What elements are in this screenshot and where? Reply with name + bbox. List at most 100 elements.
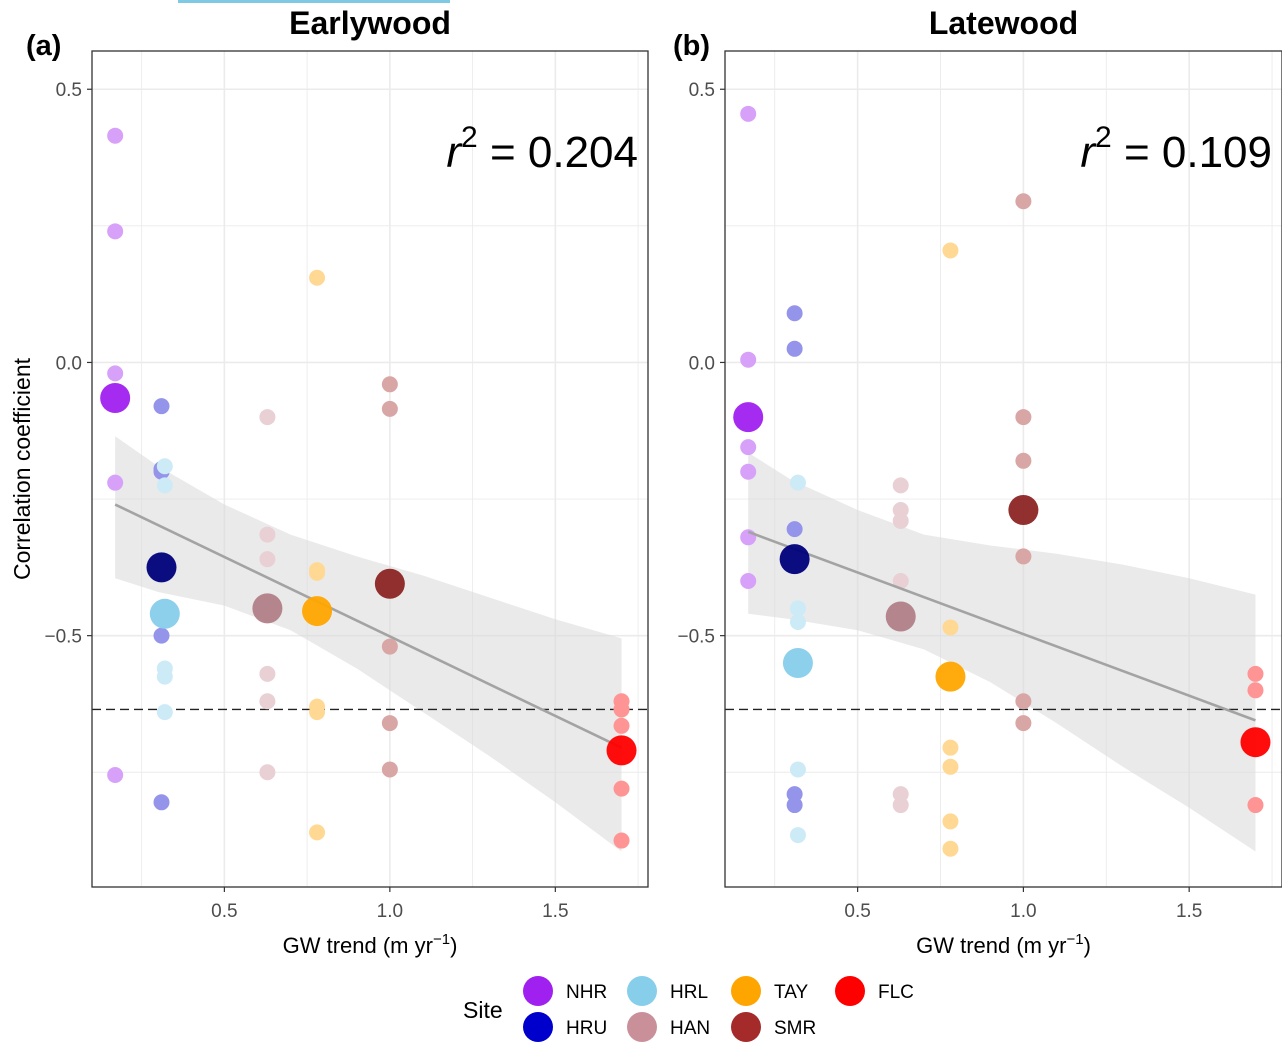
mean-point-nhr xyxy=(733,402,764,433)
y-tick-label: −0.5 xyxy=(677,627,715,648)
point-hrl xyxy=(789,600,806,617)
legend-key-tay xyxy=(731,976,761,1006)
point-han xyxy=(259,409,276,426)
point-han xyxy=(892,477,909,494)
panel-label: (b) xyxy=(673,30,710,62)
point-hrl xyxy=(156,458,173,475)
point-flc xyxy=(1247,797,1264,814)
point-smr xyxy=(1015,409,1032,426)
point-tay xyxy=(309,824,326,841)
panel-title: Latewood xyxy=(929,5,1078,41)
x-axis-label: GW trend (m yr−1) xyxy=(283,931,458,958)
point-han xyxy=(892,797,909,814)
point-hru xyxy=(153,398,170,415)
legend-label-flc: FLC xyxy=(878,982,914,1003)
point-nhr xyxy=(740,351,757,368)
point-tay xyxy=(942,758,959,775)
point-hru xyxy=(153,794,170,811)
point-hrl xyxy=(789,613,806,630)
point-smr xyxy=(381,376,398,393)
regression-line xyxy=(114,503,623,749)
y-tick-label: 0.0 xyxy=(56,353,82,374)
point-hrl xyxy=(789,761,806,778)
point-hru xyxy=(786,340,803,357)
point-hrl xyxy=(156,477,173,494)
point-hrl xyxy=(789,474,806,491)
y-tick-label: 0.5 xyxy=(56,80,82,101)
panel-latewood: 0.5 1.0 1.5 −0.5 0.0 0.5 GW trend (m yr−1) Late… xyxy=(673,5,1282,958)
point-hrl xyxy=(156,668,173,685)
y-axis-label: Correlation coefficient xyxy=(9,357,35,580)
point-smr xyxy=(381,715,398,732)
point-hru xyxy=(786,305,803,322)
mean-point-hrl xyxy=(149,598,180,629)
decorative-strip xyxy=(178,0,450,3)
point-tay xyxy=(942,739,959,756)
mean-point-hru xyxy=(779,544,810,575)
point-tay xyxy=(309,704,326,721)
point-flc xyxy=(613,701,630,718)
legend-label-hru: HRU xyxy=(566,1018,607,1039)
point-flc xyxy=(1247,665,1264,682)
confidence-band xyxy=(115,436,622,852)
mean-point-flc xyxy=(606,735,637,766)
y-tick-label: 0.5 xyxy=(689,80,715,101)
legend-label-smr: SMR xyxy=(774,1018,816,1039)
legend-label-tay: TAY xyxy=(774,982,808,1003)
panel-border xyxy=(91,50,649,888)
point-han xyxy=(259,551,276,568)
point-flc xyxy=(613,717,630,734)
point-nhr xyxy=(740,529,757,546)
point-tay xyxy=(942,242,959,259)
mean-point-smr xyxy=(374,568,405,599)
point-smr xyxy=(381,638,398,655)
point-smr xyxy=(1015,693,1032,710)
point-smr xyxy=(381,400,398,417)
x-tick-label: 1.5 xyxy=(542,901,568,922)
x-axis-label: GW trend (m yr−1) xyxy=(916,931,1091,958)
point-nhr xyxy=(740,439,757,456)
point-tay xyxy=(309,269,326,286)
r-squared-annotation: r2 = 0.109 xyxy=(1080,121,1272,177)
mean-point-nhr xyxy=(100,382,131,413)
point-nhr xyxy=(107,766,124,783)
point-hrl xyxy=(156,704,173,721)
regression-line xyxy=(747,530,1256,722)
mean-point-hrl xyxy=(782,647,813,678)
legend-key-han xyxy=(627,1012,657,1042)
point-han xyxy=(259,665,276,682)
point-nhr xyxy=(107,474,124,491)
x-tick-label: 1.0 xyxy=(377,901,403,922)
legend-key-smr xyxy=(731,1012,761,1042)
mean-point-han xyxy=(252,593,283,624)
mean-point-hru xyxy=(146,552,177,583)
legend-label-nhr: NHR xyxy=(566,982,607,1003)
point-tay xyxy=(942,840,959,857)
legend-key-hru xyxy=(523,1012,553,1042)
legend-label-han: HAN xyxy=(670,1018,710,1039)
point-nhr xyxy=(740,573,757,590)
point-tay xyxy=(942,813,959,830)
mean-point-tay xyxy=(935,661,966,692)
legend-key-hrl xyxy=(627,976,657,1006)
mean-point-han xyxy=(885,601,916,632)
legend-key-flc xyxy=(835,976,865,1006)
y-tick-label: −0.5 xyxy=(44,627,82,648)
point-smr xyxy=(1015,715,1032,732)
x-tick-label: 0.5 xyxy=(211,901,237,922)
panel-label: (a) xyxy=(26,30,61,62)
point-nhr xyxy=(107,127,124,144)
point-nhr xyxy=(740,105,757,122)
x-tick-label: 0.5 xyxy=(844,901,870,922)
point-nhr xyxy=(740,463,757,480)
y-tick-label: 0.0 xyxy=(689,353,715,374)
point-tay xyxy=(309,564,326,581)
point-han xyxy=(259,764,276,781)
mean-point-smr xyxy=(1008,494,1039,525)
point-hru xyxy=(153,627,170,644)
mean-point-flc xyxy=(1240,727,1271,758)
panel-title: Earlywood xyxy=(289,5,451,41)
mean-point-tay xyxy=(302,596,333,627)
point-hrl xyxy=(789,827,806,844)
